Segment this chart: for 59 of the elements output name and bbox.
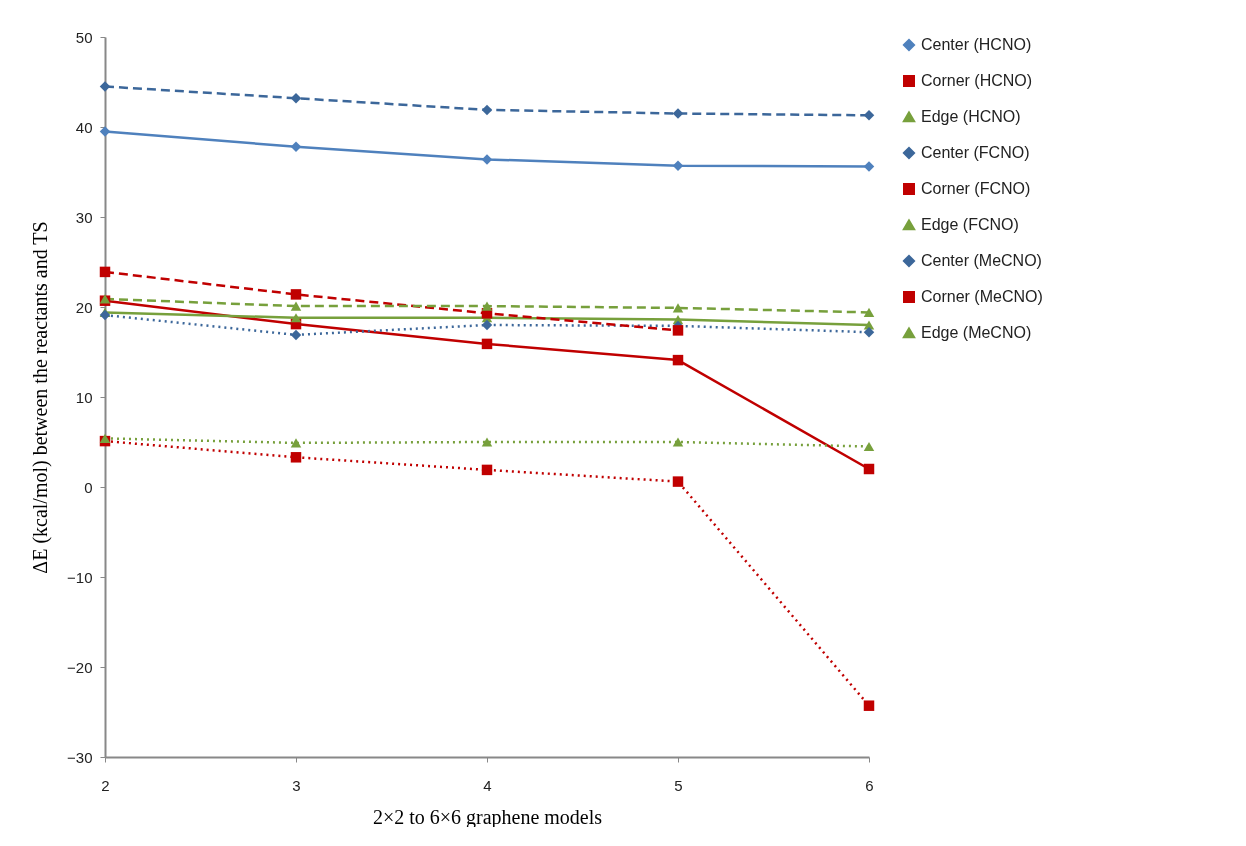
point [99,433,111,443]
point [672,354,684,366]
point [99,309,111,321]
point [863,110,875,121]
point [481,301,493,311]
x-tick-label: 6 [865,776,874,794]
point [481,154,493,165]
legend-label: Edge (FCNO) [921,216,1019,233]
point [290,313,302,323]
legend-label: Corner (FCNO) [921,180,1031,197]
point [481,437,493,447]
x-axis-title: 2×2 to 6×6 graphene models [372,805,603,829]
x-tick-label: 4 [483,776,492,794]
point [672,325,684,336]
point [290,92,302,104]
legend-label: Edge (MeCNO) [921,324,1032,341]
y-tick-label: −10 [67,568,93,586]
point [863,307,875,317]
y-tick-label: 10 [75,388,93,406]
point [672,303,684,313]
point [672,160,684,171]
y-tick-label: 30 [75,208,93,226]
point [672,437,684,447]
y-tick-label: −30 [67,748,93,766]
point [481,104,493,116]
point [99,266,111,278]
x-tick-label: 2 [101,776,110,794]
legend-label: Edge (HCNO) [921,108,1021,125]
point [481,464,493,476]
point [290,289,302,300]
legend-label: Center (FCNO) [921,144,1030,161]
point [672,476,684,487]
legend-label: Corner (HCNO) [921,72,1033,89]
point [99,81,111,92]
point [99,126,111,137]
y-axis-title: ΔE (kcal/mol) between the reactants and TS [29,221,53,574]
legend-label: Center (MeCNO) [921,252,1042,269]
x-tick-label: 5 [674,776,683,794]
x-tick-label: 3 [292,776,301,794]
point [481,338,493,350]
point [290,329,302,341]
y-tick-label: 40 [75,118,93,136]
point [290,438,302,448]
point [863,441,875,452]
point [290,141,302,153]
y-tick-label: −20 [67,658,93,676]
point [290,301,302,311]
point [863,463,875,475]
point [290,452,302,463]
y-tick-label: 50 [75,28,93,46]
y-tick-label: 20 [75,298,93,316]
point [863,700,875,711]
point [481,319,493,331]
legend-label: Corner (MeCNO) [921,288,1043,305]
y-tick-label: 0 [84,478,93,496]
point [672,108,684,119]
point [863,161,875,172]
legend-label: Center (HCNO) [921,36,1032,53]
point [863,326,875,338]
